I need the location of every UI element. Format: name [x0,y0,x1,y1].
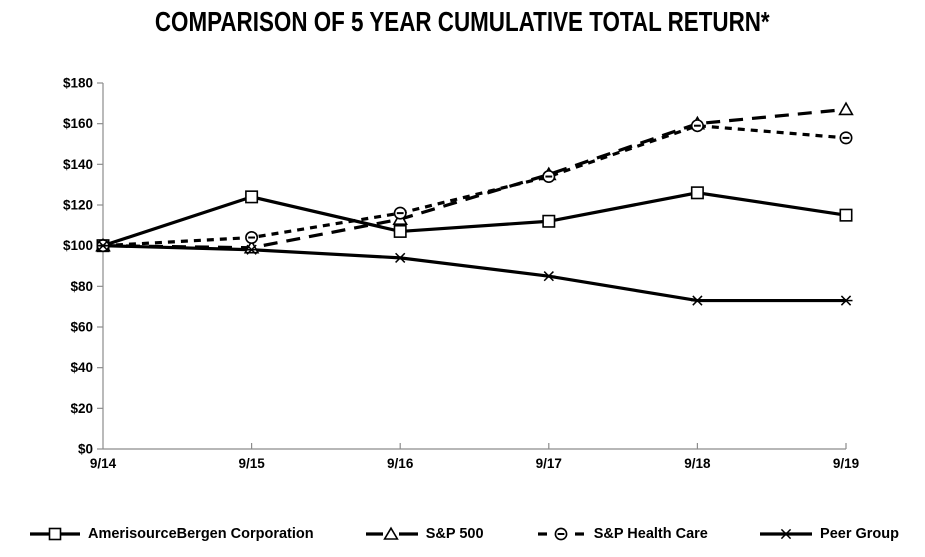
y-tick-label: $60 [70,320,93,335]
series-line-amerisourcebergen-corporation [102,191,847,248]
data-point-marker [839,208,853,222]
data-point-marker [840,295,852,306]
series-markers-s-p-health-care [96,119,853,253]
legend-label: Peer Group [820,526,899,542]
x-tick-label: 9/17 [536,456,562,471]
y-tick-label: $120 [63,198,93,213]
data-point-marker [393,224,407,238]
axes: $0 $20 $40 $60 $80 $100 $120 $140 $160 $180 9/14 9/… [63,76,859,472]
legend-item-sp-health-care: S&P Health Care [536,526,708,542]
x-tick-label: 9/14 [90,456,117,471]
legend-label: AmerisourceBergen Corporation [88,526,314,542]
legend-label: S&P Health Care [593,526,708,542]
data-point-marker [246,244,257,255]
x-tick-label: 9/15 [238,456,265,471]
data-point-marker [542,214,556,228]
chart-title: COMPARISON OF 5 YEAR CUMULATIVE TOTAL RE… [155,6,770,37]
legend-item-sp500: S&P 500 [365,526,484,542]
y-tick-label: $160 [63,116,93,131]
y-tick-label: $140 [63,157,93,172]
data-point-marker [690,186,704,200]
data-point-marker [692,295,703,306]
dashed-line-triangle-marker-icon [365,526,418,540]
chart-title-row: COMPARISON OF 5 YEAR CUMULATIVE TOTAL RE… [0,6,925,38]
x-tick-label: 9/16 [387,456,414,471]
y-tick-label: $180 [63,76,93,91]
y-tick-label: $0 [78,442,93,457]
y-tick-label: $80 [70,279,93,294]
x-tick-label: 9/19 [833,456,859,471]
y-tick-label: $40 [70,360,93,375]
data-point-marker [245,190,259,204]
series-line-peer-group [102,244,846,303]
y-tick-label: $20 [70,401,93,416]
data-point-marker [97,240,109,251]
series-line-s-p-500 [102,107,847,250]
solid-line-square-marker-icon [30,527,80,541]
chart-legend: AmerisourceBergen Corporation S&P 500 S&… [30,520,899,548]
data-point-marker [395,252,406,263]
short-dash-line-circle-marker-icon [537,527,584,541]
data-point-marker [838,101,854,116]
legend-label: S&P 500 [425,526,484,542]
x-tick-label: 9/18 [684,456,711,471]
series-markers-peer-group [96,240,853,306]
y-tick-label: $100 [63,238,93,253]
series-markers-s-p-500 [95,101,854,254]
data-point-marker [543,271,554,282]
solid-line-star-marker-icon [760,528,813,540]
legend-item-peer-group: Peer Group [760,526,899,542]
legend-item-amerisourcebergen: AmerisourceBergen Corporation [30,526,314,542]
